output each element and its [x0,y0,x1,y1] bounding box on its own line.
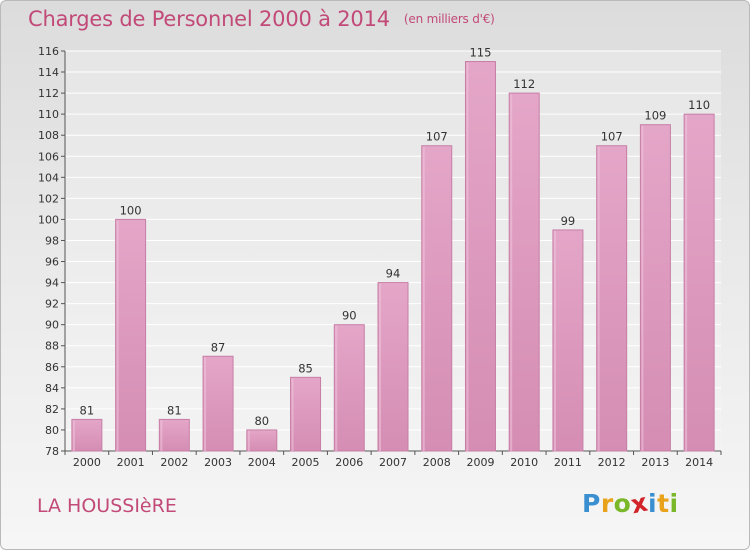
bar-highlight [291,378,294,451]
x-tick-label: 2004 [248,456,276,469]
chart-title-text: Charges de Personnel 2000 à 2014 [28,7,390,31]
bar-highlight [466,62,469,452]
y-tick-label: 92 [45,298,59,311]
bar [552,229,584,452]
y-tick-label: 86 [45,361,59,374]
bar [290,376,322,452]
proxiti-logo: Proxiti [582,488,679,520]
y-tick-label: 114 [38,66,59,79]
bar-value-label: 109 [644,109,666,123]
bar-value-label: 81 [167,403,182,417]
logo-letter: P [582,489,601,518]
bar [508,92,540,452]
logo-letter: i [648,489,658,518]
y-tick-label: 80 [45,424,59,437]
bar-highlight [641,125,644,452]
bar [596,145,628,452]
y-tick-label: 106 [38,150,59,163]
y-tick-label: 102 [38,192,59,205]
x-tick-label: 2003 [204,456,232,469]
bar-highlight [116,220,119,451]
bar [683,113,715,452]
y-tick-label: 110 [38,108,59,121]
bar [115,218,147,452]
bar-value-label: 110 [688,98,710,112]
bar-value-label: 107 [426,130,448,144]
bar-highlight [204,357,207,451]
bar-highlight [553,230,556,451]
bar-value-label: 94 [386,267,401,281]
y-tick-label: 98 [45,234,59,247]
y-tick-label: 116 [38,45,59,58]
bar-value-label: 115 [469,46,491,60]
x-tick-label: 2014 [685,456,713,469]
x-tick-label: 2000 [73,456,101,469]
chart-unit-note: (en milliers d'€) [403,12,495,26]
x-tick-label: 2006 [335,456,363,469]
bar-value-label: 87 [211,340,226,354]
bar-highlight [160,420,163,451]
bar-highlight [422,146,425,451]
bar-value-label: 85 [298,361,313,375]
x-tick-label: 2009 [466,456,494,469]
x-tick-label: 2002 [160,456,188,469]
bar-highlight [685,115,688,451]
x-tick-label: 2012 [598,456,626,469]
logo-letter: t [657,489,670,518]
logo-letter: r [600,489,614,518]
logo-letter: o [613,489,632,518]
y-tick-label: 90 [45,319,59,332]
y-tick-label: 112 [38,87,59,100]
bar-highlight [72,420,75,451]
y-tick-label: 88 [45,340,59,353]
bar-value-label: 81 [80,403,95,417]
bar-value-label: 99 [561,214,576,228]
chart-title: Charges de Personnel 2000 à 2014 (en mill… [28,7,495,31]
bar-highlight [379,283,381,451]
bar [421,145,453,452]
y-tick-label: 104 [38,171,59,184]
bar-highlight [247,430,250,451]
y-tick-label: 108 [38,129,59,142]
bar [639,124,671,452]
bar-value-label: 100 [120,203,142,217]
commune-name: LA HOUSSIèRE [37,495,177,517]
y-tick-label: 96 [45,256,59,269]
y-tick-label: 94 [45,277,59,290]
bar-value-label: 107 [601,130,623,144]
bar-value-label: 90 [342,309,357,323]
bar [202,355,234,452]
x-tick-label: 2005 [292,456,320,469]
y-tick-label: 84 [45,382,59,395]
x-tick-label: 2008 [423,456,451,469]
x-tick-label: 2010 [510,456,538,469]
bar-value-label: 80 [254,414,269,428]
bar-highlight [510,94,513,452]
bar [464,61,496,452]
y-tick-label: 78 [45,445,59,458]
bar-value-label: 112 [513,77,535,91]
bar [333,324,365,452]
x-tick-label: 2013 [641,456,669,469]
y-tick-label: 82 [45,403,59,416]
logo-letter: i [669,489,679,518]
bar [71,418,103,452]
bar-highlight [335,325,338,451]
y-tick-label: 100 [38,213,59,226]
x-tick-label: 2011 [554,456,582,469]
x-tick-label: 2001 [117,456,145,469]
bar [158,418,190,452]
x-tick-label: 2007 [379,456,407,469]
bar [377,282,409,452]
bar-highlight [597,146,600,451]
bar [246,429,278,452]
